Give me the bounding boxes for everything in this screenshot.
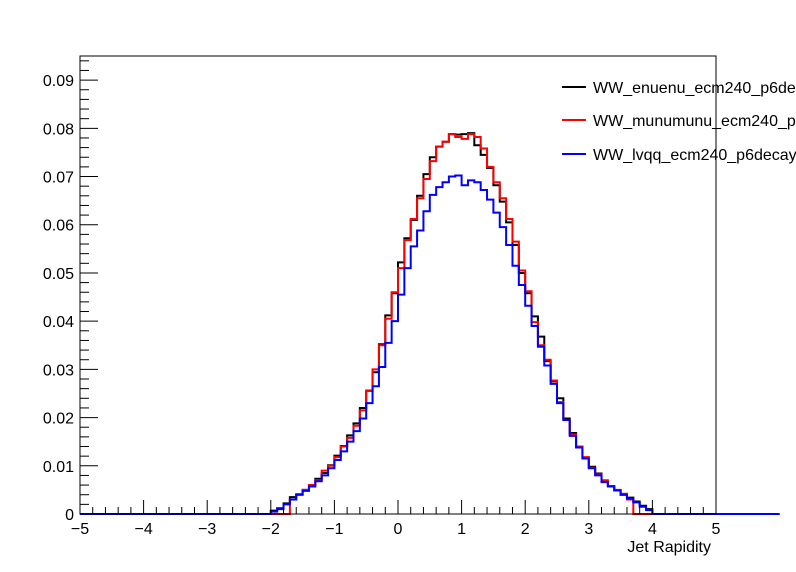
legend-entry-label: WW_lvqq_ecm240_p6decay [593,147,796,164]
x-tick-label: 1 [457,521,466,538]
y-tick-label: 0.02 [43,411,74,428]
x-tick-label: 2 [521,521,530,538]
y-tick-label: 0.05 [43,266,74,283]
x-tick-label: 3 [584,521,593,538]
x-tick-label: 4 [648,521,657,538]
legend-entry-label: WW_enuenu_ecm240_p6de [593,80,796,97]
y-tick-label: 0.01 [43,459,74,476]
x-tick-label: −4 [134,521,152,538]
y-tick-label: 0.09 [43,73,74,90]
y-tick-label: 0.06 [43,218,74,235]
y-tick-label: 0.07 [43,170,74,187]
legend-entry-label: WW_munumunu_ecm240_p [593,113,796,130]
x-tick-label: 0 [394,521,403,538]
x-tick-label: −3 [198,521,216,538]
y-tick-label: 0 [65,507,74,524]
axis-layer: −5 −4 −3 −2 −1 0 1 2 3 4 5 0 0.01 0.02 0.03 0.04 0.05 0.0… [43,60,721,538]
x-tick-label: 5 [712,521,721,538]
y-tick-label: 0.03 [43,362,74,379]
legend: WW_enuenu_ecm240_p6de WW_munumunu_ecm240_… [562,80,796,164]
y-tick-label: 0.04 [43,314,74,331]
x-tick-label: −5 [71,521,89,538]
x-axis-label: Jet Rapidity [627,539,711,556]
y-tick-label: 0.08 [43,121,74,138]
x-tick-label: −1 [325,521,343,538]
x-tick-label: −2 [262,521,280,538]
